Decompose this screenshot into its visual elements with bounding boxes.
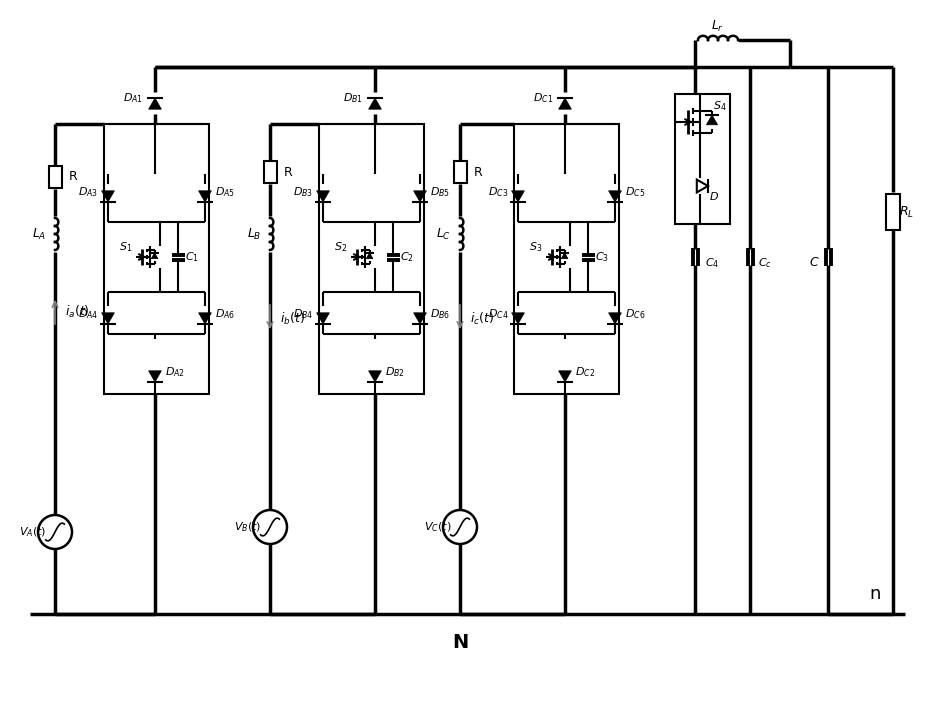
Polygon shape	[608, 191, 621, 202]
Bar	[674, 94, 729, 224]
Polygon shape	[102, 313, 114, 324]
Bar	[104, 124, 209, 394]
Text: $D$: $D$	[708, 190, 718, 202]
Polygon shape	[696, 180, 707, 192]
Text: $D_{C3}$: $D_{C3}$	[487, 185, 508, 199]
Polygon shape	[148, 98, 161, 110]
Polygon shape	[368, 371, 381, 382]
Polygon shape	[366, 253, 373, 258]
Text: $S_4$: $S_4$	[713, 99, 726, 113]
Text: R: R	[283, 166, 292, 178]
Text: $L_C$: $L_C$	[436, 227, 451, 241]
Polygon shape	[561, 253, 567, 258]
Polygon shape	[608, 313, 621, 324]
Text: $D_{A5}$: $D_{A5}$	[214, 185, 235, 199]
Text: $i_c(t)$: $i_c(t)$	[469, 311, 494, 327]
Polygon shape	[558, 98, 571, 110]
Bar	[885, 194, 899, 230]
Text: $S_{3}$: $S_{3}$	[529, 240, 542, 254]
Text: $C_{3}$: $C_{3}$	[595, 250, 608, 264]
Text: $C_4$: $C_4$	[704, 256, 718, 270]
Text: $V_A(t)$: $V_A(t)$	[19, 525, 46, 539]
Bar	[514, 124, 618, 394]
Bar	[263, 161, 277, 183]
Text: $S_{1}$: $S_{1}$	[119, 240, 132, 254]
Text: R: R	[69, 171, 77, 183]
Text: $L_r$: $L_r$	[711, 18, 724, 34]
Polygon shape	[316, 313, 329, 324]
Text: $D_{C6}$: $D_{C6}$	[624, 307, 645, 321]
Text: $C_c$: $C_c$	[757, 256, 771, 270]
Text: $D_{B5}$: $D_{B5}$	[430, 185, 449, 199]
Polygon shape	[413, 313, 426, 324]
Text: $R_L$: $R_L$	[899, 204, 914, 220]
Polygon shape	[511, 313, 524, 324]
Text: $C$: $C$	[808, 256, 818, 270]
Text: $D_{A2}$: $D_{A2}$	[165, 365, 185, 379]
Text: $C_{1}$: $C_{1}$	[185, 250, 199, 264]
Bar	[453, 161, 466, 183]
Bar	[319, 124, 424, 394]
Text: $D_{C5}$: $D_{C5}$	[624, 185, 645, 199]
Text: $D_{B1}$: $D_{B1}$	[343, 91, 362, 105]
Text: $D_{B4}$: $D_{B4}$	[293, 307, 312, 321]
Text: $D_{C4}$: $D_{C4}$	[487, 307, 508, 321]
Polygon shape	[511, 191, 524, 202]
Polygon shape	[706, 115, 716, 125]
Text: R: R	[473, 166, 481, 178]
Text: $D_{C1}$: $D_{C1}$	[532, 91, 552, 105]
Polygon shape	[102, 191, 114, 202]
Text: $D_{A6}$: $D_{A6}$	[214, 307, 235, 321]
Text: $L_B$: $L_B$	[246, 227, 261, 241]
Text: $D_{B2}$: $D_{B2}$	[384, 365, 405, 379]
Text: $V_B(t)$: $V_B(t)$	[234, 520, 261, 534]
Polygon shape	[148, 371, 161, 382]
Text: $D_{A1}$: $D_{A1}$	[123, 91, 143, 105]
Text: $D_{A3}$: $D_{A3}$	[77, 185, 98, 199]
Text: N: N	[451, 633, 467, 651]
Polygon shape	[368, 98, 381, 110]
Text: $V_C(t)$: $V_C(t)$	[424, 520, 451, 534]
Text: $D_{C2}$: $D_{C2}$	[574, 365, 595, 379]
Text: $D_{A4}$: $D_{A4}$	[77, 307, 98, 321]
Text: $i_b(t)$: $i_b(t)$	[279, 311, 304, 327]
Polygon shape	[198, 191, 211, 202]
Text: $S_{2}$: $S_{2}$	[334, 240, 347, 254]
Bar	[48, 166, 61, 188]
Polygon shape	[413, 191, 426, 202]
Text: n: n	[868, 585, 880, 603]
Text: $i_a(t)$: $i_a(t)$	[64, 304, 90, 320]
Text: $D_{B6}$: $D_{B6}$	[430, 307, 449, 321]
Polygon shape	[151, 253, 158, 258]
Text: $D_{B3}$: $D_{B3}$	[293, 185, 312, 199]
Polygon shape	[558, 371, 571, 382]
Polygon shape	[198, 313, 211, 324]
Polygon shape	[316, 191, 329, 202]
Text: $L_A$: $L_A$	[32, 227, 46, 241]
Text: $C_{2}$: $C_{2}$	[399, 250, 413, 264]
